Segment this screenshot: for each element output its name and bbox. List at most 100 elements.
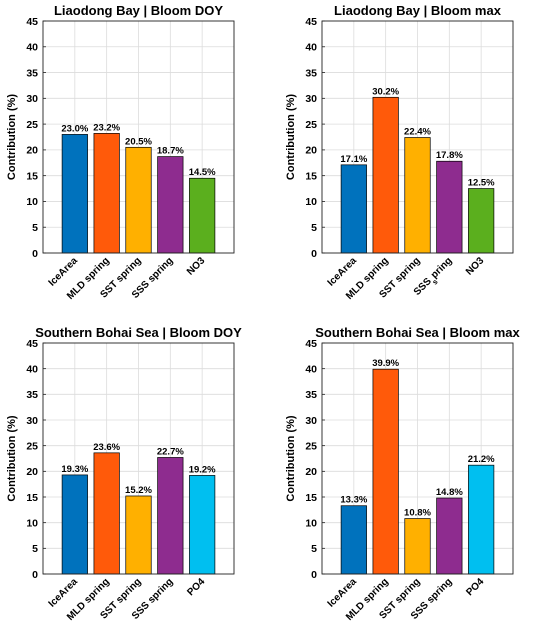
y-tick-label: 25 (26, 119, 38, 131)
bar-mld-spring (93, 133, 120, 254)
y-tick-label: 15 (305, 170, 317, 182)
y-tick-label: 15 (305, 492, 317, 504)
y-tick-label: 10 (26, 517, 38, 529)
bar-mld-spring (372, 96, 399, 254)
data-label: 23.2% (93, 122, 120, 133)
bar-sss-spring (436, 160, 463, 254)
y-tick-label: 40 (26, 363, 38, 375)
data-label: 10.8% (404, 508, 431, 519)
y-tick-label: 10 (305, 196, 317, 208)
bar-icearea (340, 164, 367, 254)
bar-icearea (340, 505, 367, 575)
data-label: 17.8% (436, 150, 463, 161)
y-axis-label: Contribution (%) (6, 94, 18, 180)
y-tick-label: 20 (305, 145, 317, 157)
x-tick-label: NO3 (464, 255, 487, 278)
data-label: 18.7% (157, 146, 184, 157)
y-tick-label: 10 (305, 517, 317, 529)
y-axis-label: Contribution (%) (285, 415, 297, 501)
y-tick-label: 0 (311, 248, 317, 260)
y-tick-label: 5 (32, 222, 38, 234)
bar-sst-spring (404, 518, 431, 575)
y-tick-label: 25 (26, 440, 38, 452)
data-label: 13.3% (340, 495, 367, 506)
y-tick-label: 30 (26, 415, 38, 427)
bar-mld-spring (372, 368, 399, 575)
y-tick-label: 0 (311, 569, 317, 581)
chart-title: Liaodong Bay | Bloom DOY (54, 3, 223, 18)
y-axis-label: Contribution (%) (6, 415, 18, 501)
bar-no3 (468, 188, 495, 254)
y-tick-label: 45 (26, 338, 38, 350)
y-tick-label: 25 (305, 440, 317, 452)
y-tick-label: 15 (26, 170, 38, 182)
axes-box (42, 342, 235, 575)
data-label: 19.3% (61, 464, 88, 475)
bar-mld-spring (93, 452, 120, 575)
y-axis-label: Contribution (%) (285, 94, 297, 180)
data-label: 14.5% (189, 167, 216, 178)
data-label: 20.5% (125, 136, 152, 147)
y-tick-label: 30 (26, 93, 38, 105)
y-tick-label: 20 (26, 466, 38, 478)
bar-po4 (189, 475, 216, 575)
data-label: 23.6% (93, 442, 120, 453)
bar-no3 (189, 177, 216, 254)
axes-box (321, 342, 514, 575)
bar-icearea (61, 474, 88, 575)
y-tick-label: 40 (305, 42, 317, 54)
y-tick-label: 0 (32, 248, 38, 260)
chart-title: Southern Bohai Sea | Bloom DOY (35, 325, 242, 340)
y-tick-label: 10 (26, 196, 38, 208)
data-label: 21.2% (468, 454, 495, 465)
y-tick-label: 5 (32, 543, 38, 555)
data-label: 19.2% (189, 464, 216, 475)
y-tick-label: 5 (311, 222, 317, 234)
y-tick-label: 45 (26, 16, 38, 28)
axes-box (42, 20, 235, 254)
y-tick-label: 35 (26, 389, 38, 401)
data-label: 39.9% (372, 358, 399, 369)
data-label: 14.8% (436, 487, 463, 498)
bar-sst-spring (125, 495, 152, 575)
x-tick-label: PO4 (464, 576, 486, 598)
y-tick-label: 30 (305, 93, 317, 105)
bar-icearea (61, 134, 88, 254)
bar-po4 (468, 464, 495, 575)
data-label: 23.0% (61, 123, 88, 134)
bar-sst-spring (125, 146, 152, 254)
y-tick-label: 45 (305, 338, 317, 350)
bar-sss-spring (157, 457, 184, 575)
data-label: 17.1% (340, 154, 367, 165)
bar-sss-spring (436, 497, 463, 575)
y-tick-label: 5 (311, 543, 317, 555)
chart-title: Southern Bohai Sea | Bloom max (315, 325, 520, 340)
y-tick-label: 45 (305, 16, 317, 28)
y-tick-label: 20 (305, 466, 317, 478)
y-tick-label: 40 (26, 42, 38, 54)
x-tick-label: PO4 (185, 576, 207, 598)
y-tick-label: 30 (305, 415, 317, 427)
y-tick-label: 25 (305, 119, 317, 131)
data-label: 22.4% (404, 127, 431, 138)
y-tick-label: 40 (305, 363, 317, 375)
data-label: 22.7% (157, 446, 184, 457)
y-tick-label: 15 (26, 492, 38, 504)
y-tick-label: 35 (26, 67, 38, 79)
data-label: 12.5% (468, 178, 495, 189)
y-tick-label: 0 (32, 569, 38, 581)
y-tick-label: 35 (305, 389, 317, 401)
data-label: 15.2% (125, 485, 152, 496)
y-tick-label: 35 (305, 67, 317, 79)
y-tick-label: 20 (26, 145, 38, 157)
axes-box (321, 20, 514, 254)
data-label: 30.2% (372, 86, 399, 97)
bar-sss-spring (157, 156, 184, 254)
chart-title: Liaodong Bay | Bloom max (334, 3, 502, 18)
x-tick-label: NO3 (185, 255, 208, 278)
